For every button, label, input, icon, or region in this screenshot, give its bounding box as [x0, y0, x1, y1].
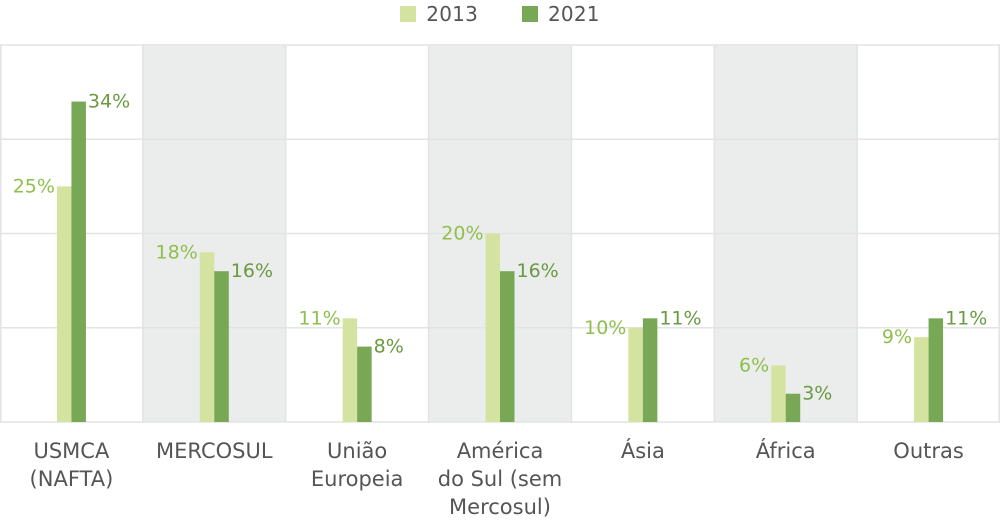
category-label: USMCA (NAFTA) [30, 439, 114, 491]
category-label-line: MERCOSUL [156, 439, 273, 463]
bar-2021 [642, 318, 658, 422]
bar-2021 [785, 393, 801, 422]
legend: 2013 2021 [0, 2, 1000, 26]
bar-2013 [485, 233, 500, 422]
legend-item-2013: 2013 [400, 2, 478, 26]
legend-label-2013: 2013 [426, 2, 478, 26]
category-label: MERCOSUL [156, 439, 273, 463]
value-labels: 25% 34% 18% 16% 11% 8% 20% 16% 10% 11% 6% 3% 9% 11% [13, 91, 988, 405]
category-label: Ásia [621, 438, 665, 463]
legend-item-2021: 2021 [522, 2, 600, 26]
value-label-2013: 10% [584, 317, 626, 339]
bar-2013 [56, 186, 72, 422]
value-label-2021: 3% [802, 383, 832, 405]
legend-swatch-2021 [522, 6, 538, 22]
bar-2013 [771, 365, 786, 422]
category-label-line: África [756, 438, 816, 463]
value-label-2021: 16% [517, 260, 559, 282]
category-label-line: do Sul (sem [438, 467, 563, 491]
value-label-2021: 8% [374, 336, 404, 358]
bar-2013 [199, 252, 215, 422]
category-label-line: Europeia [311, 467, 404, 491]
category-label-line: USMCA [33, 439, 109, 463]
bar-2021 [928, 318, 944, 422]
bar-2013 [342, 318, 358, 422]
category-label-line: América [457, 439, 544, 463]
category-label-line: União [327, 439, 387, 463]
category-label-line: Ásia [621, 438, 665, 463]
category-labels: USMCA (NAFTA) MERCOSUL União Europeia América… [30, 438, 964, 519]
bars [56, 101, 944, 423]
value-label-2013: 11% [298, 307, 340, 329]
value-label-2013: 6% [739, 354, 769, 376]
bar-2021 [500, 271, 515, 422]
bar-2021 [214, 271, 229, 422]
legend-swatch-2013 [400, 6, 417, 22]
bar-2013 [628, 327, 643, 422]
bar-2021 [71, 101, 86, 423]
value-label-2013: 20% [441, 223, 483, 245]
category-label-line: Outras [893, 439, 964, 463]
category-label: África [756, 438, 816, 463]
category-label: Outras [893, 439, 964, 463]
bar-2021 [357, 346, 372, 422]
value-label-2013: 18% [156, 241, 198, 263]
legend-label-2021: 2021 [548, 2, 600, 26]
value-label-2013: 9% [882, 326, 912, 348]
category-label-line: Mercosul) [449, 495, 551, 519]
value-label-2021: 34% [88, 91, 130, 113]
category-label: União Europeia [311, 439, 404, 491]
value-label-2021: 11% [945, 307, 987, 329]
bar-2013 [914, 337, 929, 422]
category-label-line: (NAFTA) [30, 467, 114, 491]
value-label-2013: 25% [13, 175, 55, 197]
value-label-2021: 16% [231, 260, 273, 282]
value-label-2021: 11% [659, 307, 701, 329]
category-label: América do Sul (sem Mercosul) [438, 439, 563, 519]
